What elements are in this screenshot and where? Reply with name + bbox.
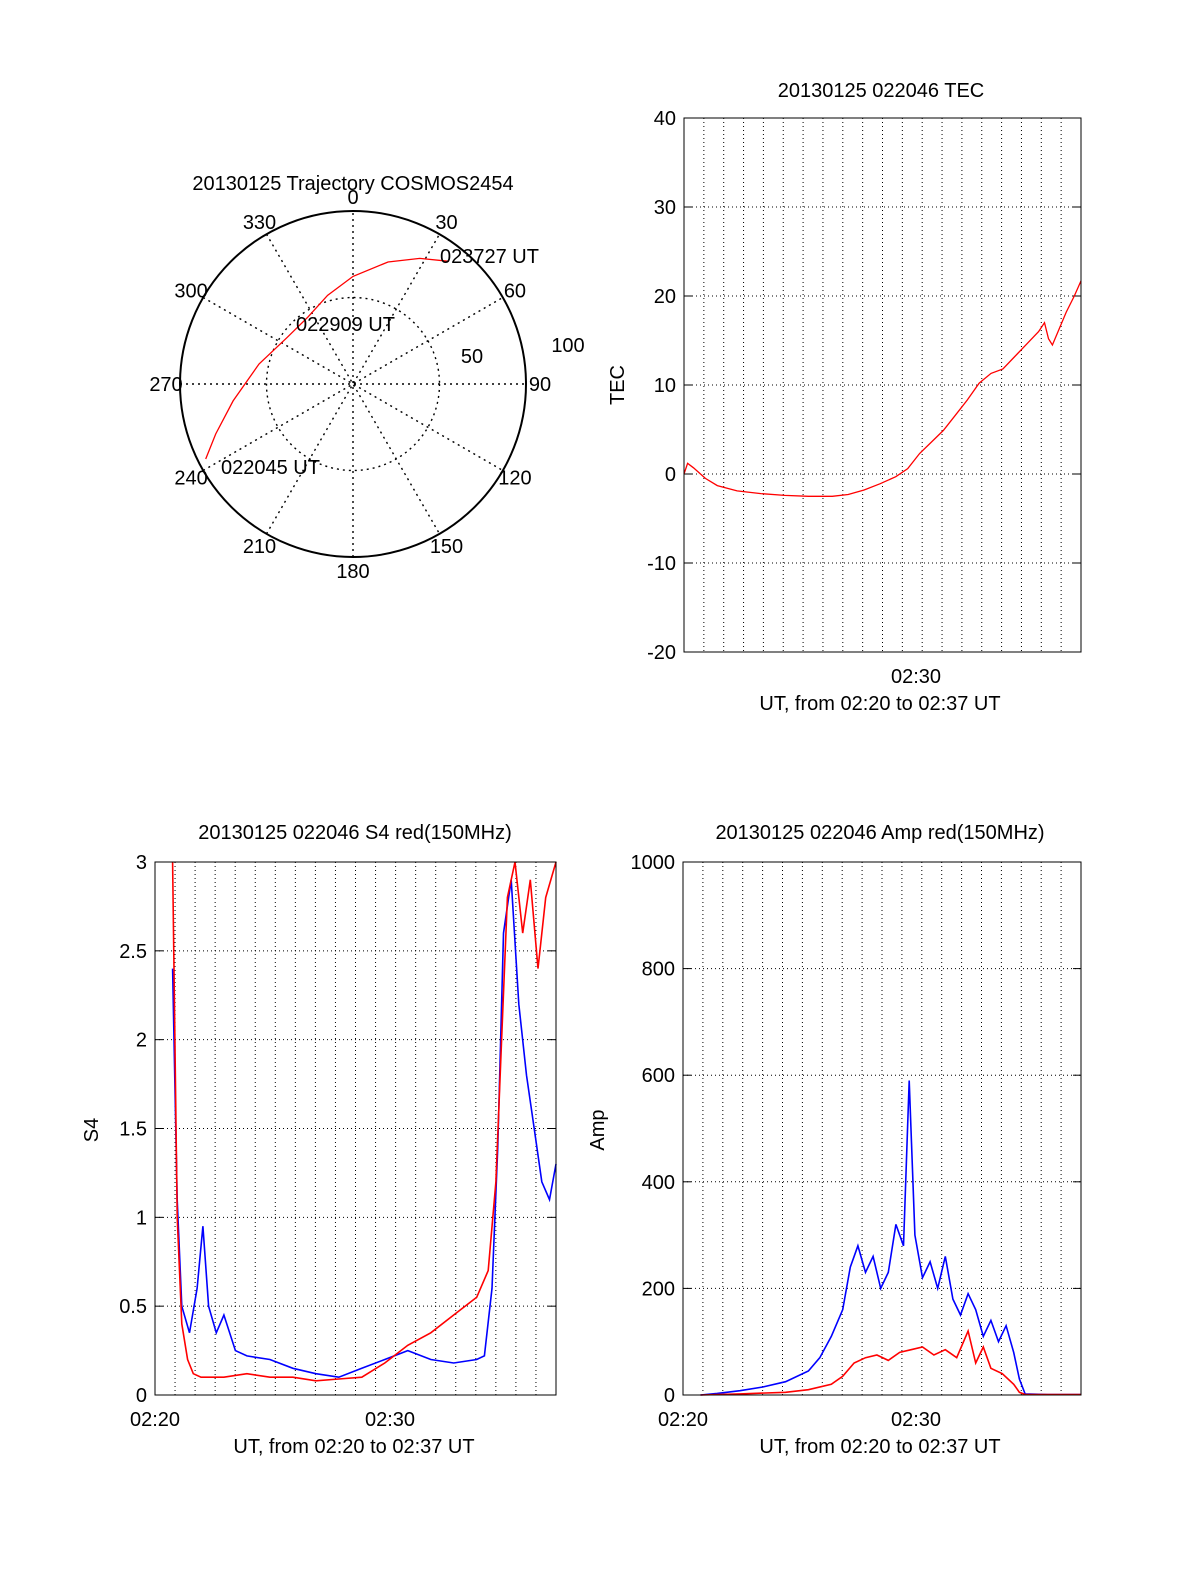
s4-panel: 20130125 022046 S4 red(150MHz) 0 0.5 1 1.5 2… [81,822,557,1458]
polar-trajectory-line [205,257,449,460]
amp-title: 20130125 022046 Amp red(150MHz) [715,822,1044,844]
polar-title: 20130125 Trajectory COSMOS2454 [192,173,513,195]
amp-panel: 20130125 022046 Amp red(150MHz) 0 200 400 6… [587,822,1082,1458]
tec-y-tick-label: 10 [654,375,676,397]
polar-outer-circle [179,210,527,558]
tec-y-tick-label: 30 [654,197,676,219]
amp-y-tick-label: 0 [664,1385,675,1407]
tec-y-tick-label: -20 [647,642,676,664]
s4-x-tick-label-0220: 02:20 [130,1409,180,1431]
polar-angle-label: 90 [529,374,551,396]
polar-angle-label: 240 [174,468,207,490]
s4-y-axis-label: S4 [81,1118,103,1142]
amp-series-1-line [700,1328,1081,1396]
amp-y-tick-label: 600 [642,1065,675,1087]
amp-y-axis-label: Amp [587,1109,609,1150]
amp-series-0-line [700,1080,1081,1396]
s4-y-tick-label: 2.5 [119,941,147,963]
polar-spoke [265,233,441,535]
tec-y-tick-label: 0 [665,464,676,486]
s4-title: 20130125 022046 S4 red(150MHz) [198,822,512,844]
polar-angle-label: 30 [435,212,457,234]
polar-angle-label: 60 [504,281,526,303]
polar-angle-label: 180 [336,561,369,583]
tec-grid [684,117,1081,653]
tec-title: 20130125 022046 TEC [778,80,984,102]
amp-y-tick-label: 400 [642,1172,675,1194]
polar-spoke [202,296,504,472]
s4-plot-frame [154,861,557,1396]
polar-angle-label: 330 [243,212,276,234]
polar-angle-label: 300 [174,281,207,303]
tec-x-axis-label: UT, from 02:20 to 02:37 UT [759,693,1000,715]
s4-y-tick-label: 1 [136,1207,147,1229]
amp-series [700,1080,1081,1396]
tec-x-tick-label-0230: 02:30 [891,666,941,688]
polar-radius-label-100: 100 [551,335,584,357]
s4-y-tick-labels: 0 0.5 1 1.5 2 2.5 3 [119,852,147,1407]
polar-point-label-mid: 022909 UT [296,314,395,336]
tec-y-tick-label: -10 [647,553,676,575]
polar-angle-label: 150 [430,536,463,558]
s4-y-tick-label: 0.5 [119,1296,147,1318]
s4-series-0-line [171,879,557,1379]
amp-y-tick-label: 1000 [631,852,676,874]
s4-series [171,861,557,1382]
amp-y-tick-labels: 0 200 400 600 800 1000 [631,852,676,1407]
s4-x-tick-label-0230: 02:30 [365,1409,415,1431]
amp-plot-frame [682,861,1082,1396]
polar-angle-label: 120 [498,468,531,490]
polar-spoke [202,296,504,472]
amp-y-tick-label: 800 [642,959,675,981]
s4-y-tick-label: 1.5 [119,1119,147,1141]
s4-y-tick-label: 0 [136,1385,147,1407]
polar-grid [180,211,526,557]
polar-angle-labels: 0 30 60 90 120 150 180 210 240 270 300 330 [149,187,551,583]
polar-spoke [265,233,441,535]
s4-y-tick-label: 3 [136,852,147,874]
polar-angle-label: 0 [347,187,358,209]
tec-plot-frame [683,117,1082,653]
s4-grid [155,861,556,1396]
amp-x-tick-label-0230: 02:30 [891,1409,941,1431]
tec-y-tick-label: 40 [654,108,676,130]
amp-grid [683,861,1081,1396]
polar-point-label-end: 023727 UT [440,246,539,268]
polar-angle-label: 210 [243,536,276,558]
s4-series-1-line [171,861,557,1382]
tec-y-tick-label: 20 [654,286,676,308]
polar-panel: 20130125 Trajectory COSMOS2454 0 30 60 90 12… [149,173,584,583]
tec-y-axis-label: TEC [607,365,629,405]
amp-y-tick-label: 200 [642,1278,675,1300]
amp-x-tick-label-0220: 02:20 [658,1409,708,1431]
polar-radius-label-50: 50 [461,346,483,368]
amp-x-axis-label: UT, from 02:20 to 02:37 UT [759,1436,1000,1458]
tec-series-line [683,280,1082,497]
polar-point-label-start: 022045 UT [221,457,320,479]
s4-x-axis-label: UT, from 02:20 to 02:37 UT [233,1436,474,1458]
tec-panel: 20130125 022046 TEC -20 -10 0 10 20 30 40 02:3… [607,80,1082,715]
s4-y-tick-label: 2 [136,1030,147,1052]
tec-y-tick-labels: -20 -10 0 10 20 30 40 [647,108,676,664]
polar-angle-label: 270 [149,374,182,396]
